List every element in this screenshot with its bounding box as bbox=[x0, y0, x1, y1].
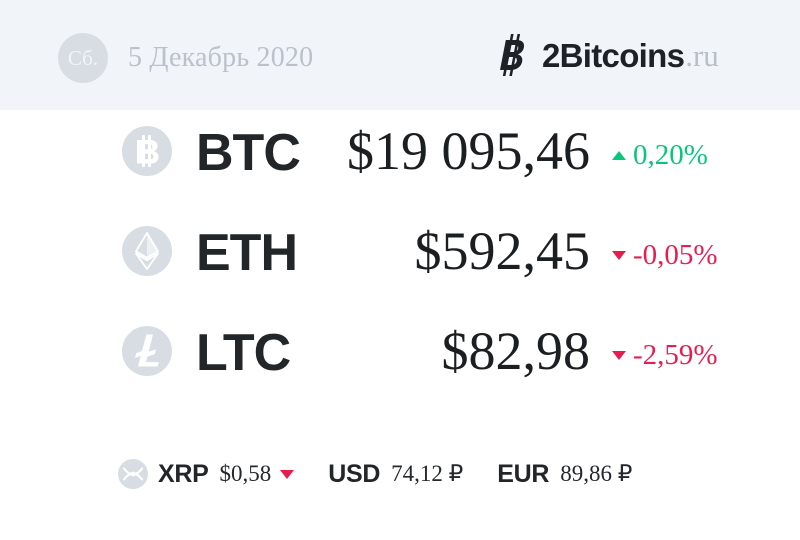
date-label: 5 Декабрь 2020 bbox=[128, 42, 314, 73]
usd-label: USD bbox=[328, 459, 381, 488]
coin-change-value: 0,20% bbox=[633, 139, 708, 171]
coin-price: $82,98 bbox=[441, 321, 591, 381]
usd-value: 74,12 ₽ bbox=[391, 461, 464, 486]
coin-change-value: -2,59% bbox=[633, 339, 718, 371]
arrow-down-icon bbox=[612, 251, 626, 260]
logo-tld-text: .ru bbox=[685, 37, 719, 73]
ripple-icon bbox=[118, 459, 148, 489]
footer-rates: XRP $0,58 USD 74,12 ₽ EUR 89,86 ₽ bbox=[0, 452, 800, 496]
coin-list: BTC $19 095,46 0,20% ETH $592,45 -0,05% bbox=[0, 110, 800, 410]
site-logo[interactable]: 2Bitcoins .ru bbox=[500, 34, 719, 76]
ethereum-icon bbox=[122, 226, 172, 276]
coin-price: $592,45 bbox=[414, 221, 591, 281]
bitcoin-b-logo-icon bbox=[500, 34, 525, 76]
header-date-group: Сб. 5 Декабрь 2020 bbox=[58, 33, 313, 83]
logo-name-text: 2Bitcoins bbox=[542, 36, 685, 74]
coin-ticker: BTC bbox=[196, 124, 301, 182]
header: Сб. 5 Декабрь 2020 2Bitcoins .ru bbox=[0, 0, 800, 110]
xrp-value: $0,58 bbox=[219, 461, 272, 486]
arrow-down-icon bbox=[280, 469, 295, 479]
coin-row[interactable]: ETH $592,45 -0,05% bbox=[0, 210, 800, 310]
coin-ticker: LTC bbox=[196, 324, 291, 382]
eur-value: 89,86 ₽ bbox=[560, 461, 633, 486]
coin-ticker: ETH bbox=[196, 224, 298, 282]
coin-change: -2,59% bbox=[612, 341, 718, 370]
coin-price: $19 095,46 bbox=[347, 121, 590, 181]
day-of-week-badge: Сб. bbox=[58, 33, 108, 83]
coin-change: 0,20% bbox=[612, 141, 708, 170]
coin-row[interactable]: LTC $82,98 -2,59% bbox=[0, 310, 800, 410]
arrow-down-icon bbox=[612, 351, 626, 360]
eur-label: EUR bbox=[497, 459, 550, 488]
coin-change-value: -0,05% bbox=[633, 239, 718, 271]
litecoin-icon bbox=[122, 326, 172, 376]
xrp-label: XRP bbox=[158, 459, 209, 488]
bitcoin-icon bbox=[122, 126, 172, 176]
arrow-up-icon bbox=[612, 151, 626, 160]
coin-row[interactable]: BTC $19 095,46 0,20% bbox=[0, 110, 800, 210]
coin-change: -0,05% bbox=[612, 241, 718, 270]
